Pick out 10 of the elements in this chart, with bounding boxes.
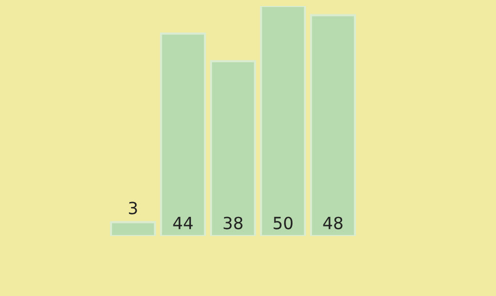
bar <box>260 6 306 236</box>
data-label: 3 <box>128 202 137 214</box>
bar <box>160 32 206 236</box>
data-label: 44 <box>173 216 193 230</box>
data-label: 48 <box>323 216 342 230</box>
bar <box>110 221 156 236</box>
data-label: 50 <box>274 216 292 230</box>
data-label: 38 <box>224 216 242 230</box>
bar <box>310 14 356 236</box>
bar <box>210 60 256 236</box>
